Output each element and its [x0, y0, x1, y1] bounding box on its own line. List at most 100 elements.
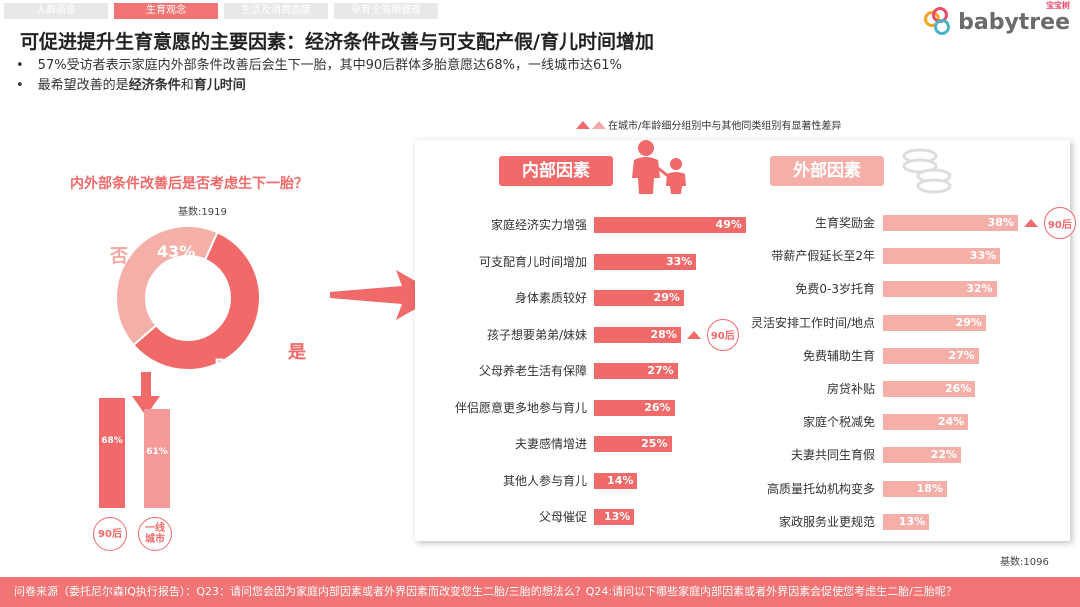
- coins-icon: [902, 148, 952, 194]
- bar: 28%: [594, 326, 681, 343]
- bar: 33%: [594, 253, 697, 270]
- pie-base: 基数:1919: [178, 207, 227, 218]
- bar-value: 29%: [653, 291, 680, 304]
- bar-value: 33%: [969, 249, 997, 263]
- bar-label: 父母催促: [538, 510, 587, 524]
- source-footer: 问卷来源（委托尼尔森IQ执行报告）：Q23：请问您会因为家庭内部因素或者外界因素…: [0, 577, 1080, 607]
- tab-lifestyle[interactable]: 生活及消费态度: [224, 3, 328, 19]
- bar-label: 夫妻感情增进: [514, 437, 587, 451]
- babytree-logo: babytree 宝宝树: [924, 1, 1070, 38]
- factors-panel: 内部因素 外部因素 家庭经济实力增强 49% 可支配育儿时间增加 33% 身体素质较好 2…: [415, 140, 1076, 541]
- mini-cat-tier1: 一线 城市: [138, 517, 172, 551]
- bar: 29%: [883, 314, 986, 331]
- bar: 18%: [883, 480, 947, 497]
- bar: 49%: [594, 217, 746, 233]
- marker-label: 90后: [706, 318, 739, 351]
- bar-value: 33%: [665, 254, 693, 268]
- pie-pct-yes: 57%: [214, 355, 253, 374]
- bar: 26%: [883, 381, 976, 397]
- up-arrow-icon: [686, 330, 701, 339]
- bar-label: 其他人参与育儿: [502, 473, 587, 488]
- bar-label: 免费辅助生育: [802, 348, 875, 363]
- donut-slice-yes: [132, 230, 261, 371]
- down-arrow-icon: [132, 372, 160, 416]
- tab-fertility-view[interactable]: 生育观念: [114, 3, 218, 19]
- bar: 33%: [883, 248, 1001, 265]
- tab-pregnancy-cycle[interactable]: 孕育全周期管理: [334, 3, 438, 19]
- bar: 38%: [883, 215, 1018, 231]
- bar-label: 带薪产假延长至2年: [771, 249, 875, 264]
- summary-bullets: 57%受访者表示家庭内外部条件改善后会生下一胎，其中90后群体多胎意愿达68%，…: [16, 56, 622, 96]
- pie-title: 内外部条件改善后是否考虑生下一胎？: [70, 176, 308, 192]
- legend-note-text: 在城市/年龄细分组别中与其他同类组别有显著性差异: [608, 121, 842, 132]
- bar-base: 基数:1096: [1000, 557, 1049, 568]
- mini-bar-1: [144, 408, 170, 508]
- page-title: 可促进提升生育意愿的主要因素：经济条件改善与可支配产假/育儿时间增加: [20, 31, 654, 53]
- bar-label: 家庭个税减免: [802, 415, 875, 430]
- bar-value: 13%: [898, 514, 926, 528]
- bar-value: 27%: [647, 364, 674, 377]
- bar-label: 伴侣愿意更多地参与育儿: [454, 400, 587, 415]
- bullet-2: 最希望改善的是经济条件和育儿时间: [16, 76, 622, 96]
- up-arrow-light-icon: [592, 120, 606, 129]
- pie-label-yes: 是: [288, 342, 306, 363]
- bar-label: 家政服务业更规范: [778, 514, 875, 529]
- logo-rings-icon: [924, 7, 954, 37]
- right-arrow-icon: [330, 270, 440, 320]
- bar-value: 24%: [937, 415, 965, 429]
- bar-value: 26%: [644, 400, 671, 414]
- bar-label: 生育奖励金: [814, 216, 875, 230]
- bar-label: 高质量托幼机构变多: [766, 481, 875, 496]
- pie-label-no: 否: [110, 246, 128, 267]
- internal-header: 内部因素: [499, 156, 613, 186]
- logo-cn: 宝宝树: [1046, 0, 1070, 10]
- mini-bar-label-0: 68%: [101, 435, 123, 446]
- bar: 32%: [883, 281, 997, 298]
- bar-label: 免费0-3岁托育: [795, 282, 875, 297]
- bar-label: 房贷补贴: [826, 382, 875, 396]
- bar-value: 14%: [607, 473, 634, 487]
- mini-cat-90s: 90后: [93, 517, 127, 551]
- bar: 26%: [594, 399, 675, 416]
- logo-name: babytree: [958, 9, 1070, 35]
- marker-label: 90后: [1043, 207, 1076, 239]
- bar-label: 家庭经济实力增强: [490, 218, 587, 232]
- significance-marker: 90后: [1023, 207, 1076, 239]
- bar: 27%: [594, 363, 678, 379]
- significance-marker: 90后: [686, 318, 739, 351]
- bar-label: 灵活安排工作时间/地点: [750, 315, 875, 330]
- donut-slice-no: [115, 225, 219, 347]
- significance-legend: 在城市/年龄细分组别中与其他同类组别有显著性差异: [576, 117, 841, 132]
- bar: 13%: [883, 513, 930, 530]
- bar-label: 孩子想要弟弟/妹妹: [486, 327, 587, 342]
- pie-pct-no: 43%: [157, 242, 196, 261]
- bar: 14%: [594, 472, 638, 489]
- bar-value: 22%: [930, 448, 958, 462]
- up-arrow-icon: [576, 120, 590, 129]
- up-arrow-icon: [1023, 219, 1038, 227]
- bar: 22%: [883, 447, 962, 464]
- bar: 24%: [883, 414, 969, 431]
- bar-value: 28%: [650, 327, 677, 341]
- mini-bar-0: [99, 397, 125, 508]
- bar-value: 18%: [916, 481, 943, 495]
- bar-value: 13%: [603, 510, 631, 523]
- bullet-1: 57%受访者表示家庭内外部条件改善后会生下一胎，其中90后群体多胎意愿达68%，…: [16, 56, 622, 76]
- donut-chart: [115, 225, 261, 371]
- bar-label: 身体素质较好: [514, 291, 587, 305]
- bar-label: 可支配育儿时间增加: [478, 254, 587, 269]
- bar: 13%: [594, 509, 635, 525]
- bar-label: 父母养老生活有保障: [478, 364, 587, 378]
- bar-value: 25%: [641, 437, 668, 450]
- bar: 25%: [594, 436, 672, 452]
- bar-value: 26%: [944, 382, 972, 395]
- bar: 29%: [594, 290, 684, 306]
- section-tabs: 人群画像 生育观念 生活及消费态度 孕育全周期管理: [4, 3, 438, 19]
- bar-value: 32%: [966, 282, 993, 296]
- parent-child-icon: [632, 140, 686, 194]
- bar-value: 49%: [715, 218, 742, 231]
- tab-portrait[interactable]: 人群画像: [4, 3, 108, 19]
- bar-value: 27%: [948, 348, 975, 362]
- bar-label: 夫妻共同生育假: [790, 448, 875, 463]
- mini-bar-label-1: 61%: [146, 446, 168, 457]
